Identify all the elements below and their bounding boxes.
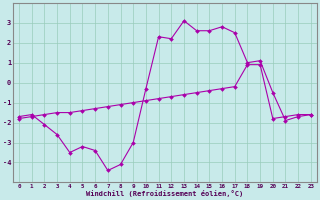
- X-axis label: Windchill (Refroidissement éolien,°C): Windchill (Refroidissement éolien,°C): [86, 190, 244, 197]
